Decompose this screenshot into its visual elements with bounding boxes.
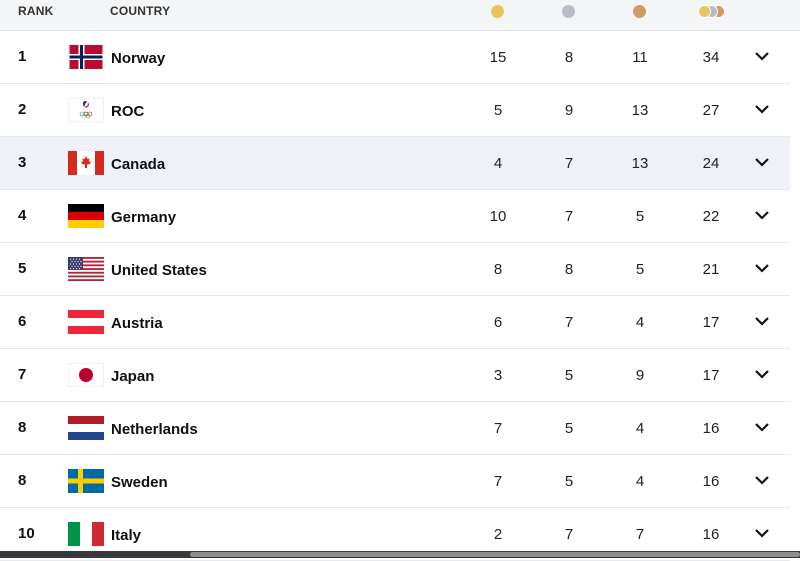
gold-count: 3 <box>493 367 503 384</box>
canada-flag-icon <box>68 151 104 175</box>
chevron-down-icon[interactable] <box>754 157 770 167</box>
total-count: 27 <box>702 102 720 119</box>
table-row[interactable]: 8 Netherlands 7 5 4 16 <box>0 402 790 455</box>
silver-count: 7 <box>564 208 574 225</box>
rank: 3 <box>18 154 27 171</box>
country-name: Canada <box>111 156 166 173</box>
table-row[interactable]: 2 ROC 5 9 13 27 <box>0 84 790 137</box>
chevron-down-icon[interactable] <box>754 263 770 273</box>
horizontal-scrollbar[interactable] <box>0 551 800 558</box>
rank: 8 <box>18 472 27 489</box>
rank: 7 <box>18 366 27 383</box>
italy-flag-icon <box>68 522 104 546</box>
gold-count: 7 <box>493 473 503 490</box>
table-row[interactable]: 1 Norway 15 8 11 34 <box>0 31 790 84</box>
bronze-count: 13 <box>631 102 649 119</box>
bronze-count: 9 <box>635 367 645 384</box>
rank: 1 <box>18 48 27 65</box>
gold-count: 5 <box>493 102 503 119</box>
total-count: 17 <box>702 367 720 384</box>
bronze-count: 4 <box>635 314 645 331</box>
rank: 4 <box>18 207 27 224</box>
gold-count: 15 <box>489 49 507 66</box>
table-row[interactable]: 4 Germany 10 7 5 22 <box>0 190 790 243</box>
silver-count: 7 <box>564 526 574 543</box>
country-name: Germany <box>111 209 177 226</box>
bronze-count: 5 <box>635 261 645 278</box>
bronze-count: 4 <box>635 473 645 490</box>
chevron-down-icon[interactable] <box>754 528 770 538</box>
rank-column-header[interactable]: RANK <box>18 4 54 18</box>
gold-count: 10 <box>489 208 507 225</box>
norway-flag-icon <box>69 45 103 69</box>
total-medals-icon[interactable] <box>698 5 728 19</box>
bronze-count: 5 <box>635 208 645 225</box>
country-name: Norway <box>111 50 166 67</box>
total-count: 34 <box>702 49 720 66</box>
silver-count: 9 <box>564 102 574 119</box>
rank: 8 <box>18 419 27 436</box>
chevron-down-icon[interactable] <box>754 369 770 379</box>
total-count: 16 <box>702 473 720 490</box>
country-name: Netherlands <box>111 421 198 438</box>
silver-count: 5 <box>564 420 574 437</box>
country-name: ROC <box>111 103 145 120</box>
bronze-medal-icon[interactable] <box>633 5 646 18</box>
united-states-flag-icon <box>68 257 104 281</box>
chevron-down-icon[interactable] <box>754 475 770 485</box>
country-name: Japan <box>111 368 155 385</box>
silver-count: 8 <box>564 49 574 66</box>
chevron-down-icon[interactable] <box>754 316 770 326</box>
rank: 6 <box>18 313 27 330</box>
gold-medal-icon[interactable] <box>491 5 504 18</box>
chevron-down-icon[interactable] <box>754 51 770 61</box>
japan-flag-icon <box>68 363 104 387</box>
bronze-count: 7 <box>635 526 645 543</box>
rank: 10 <box>18 525 35 542</box>
chevron-down-icon[interactable] <box>754 422 770 432</box>
gold-count: 4 <box>493 155 503 172</box>
germany-flag-icon <box>68 204 104 228</box>
table-row[interactable]: 7 Japan 3 5 9 17 <box>0 349 790 402</box>
table-row[interactable]: 3 Canada 4 7 13 24 <box>0 137 790 190</box>
silver-medal-icon[interactable] <box>562 5 575 18</box>
bronze-count: 4 <box>635 420 645 437</box>
silver-count: 5 <box>564 473 574 490</box>
rank: 5 <box>18 260 27 277</box>
chevron-down-icon[interactable] <box>754 210 770 220</box>
total-count: 17 <box>702 314 720 331</box>
gold-count: 8 <box>493 261 503 278</box>
sweden-flag-icon <box>68 469 104 493</box>
table-row[interactable]: 5 United States 8 8 5 21 <box>0 243 790 296</box>
gold-count: 6 <box>493 314 503 331</box>
chevron-down-icon[interactable] <box>754 104 770 114</box>
bronze-count: 13 <box>631 155 649 172</box>
gold-count: 2 <box>493 526 503 543</box>
scrollbar-thumb[interactable] <box>190 552 800 557</box>
total-count: 16 <box>702 420 720 437</box>
silver-count: 8 <box>564 261 574 278</box>
rank: 2 <box>18 101 27 118</box>
total-count: 24 <box>702 155 720 172</box>
silver-count: 5 <box>564 367 574 384</box>
austria-flag-icon <box>68 310 104 334</box>
table-row[interactable]: 6 Austria 6 7 4 17 <box>0 296 790 349</box>
bronze-count: 11 <box>632 49 648 66</box>
gold-count: 7 <box>493 420 503 437</box>
medal-table: 1 Norway 15 8 11 34 2 ROC 5 9 13 <box>0 31 800 561</box>
roc-emblem-icon <box>68 98 104 122</box>
netherlands-flag-icon <box>68 416 104 440</box>
country-name: Italy <box>111 527 142 544</box>
silver-count: 7 <box>564 314 574 331</box>
total-count: 21 <box>702 261 720 278</box>
country-column-header[interactable]: COUNTRY <box>110 4 171 18</box>
country-name: Sweden <box>111 474 168 491</box>
table-row[interactable]: 8 Sweden 7 5 4 16 <box>0 455 790 508</box>
total-count: 16 <box>702 526 720 543</box>
country-name: Austria <box>111 315 163 332</box>
country-name: United States <box>111 262 207 279</box>
table-header: RANK COUNTRY <box>0 0 800 31</box>
silver-count: 7 <box>564 155 574 172</box>
total-count: 22 <box>702 208 720 225</box>
